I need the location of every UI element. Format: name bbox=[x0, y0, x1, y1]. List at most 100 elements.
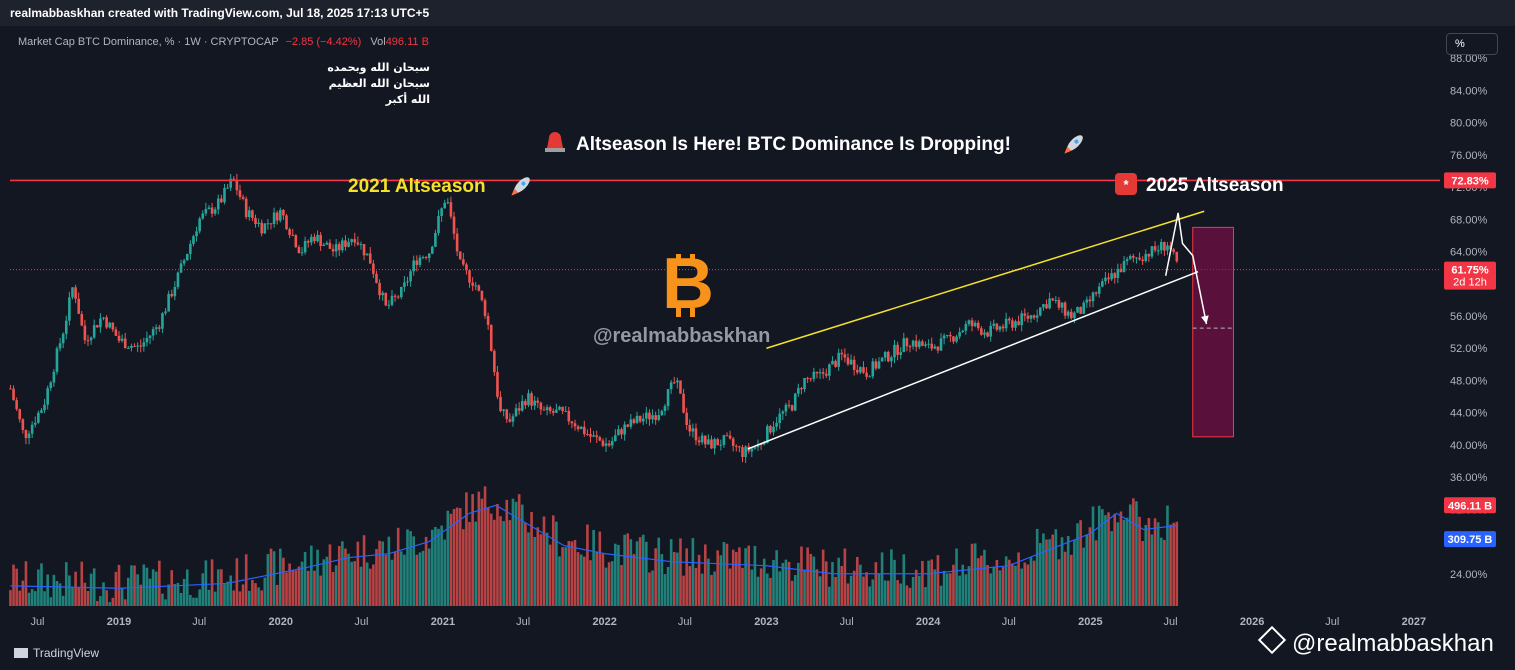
volume-ma-line bbox=[10, 504, 1179, 589]
volume-bar bbox=[158, 560, 161, 606]
volume-bar bbox=[1085, 534, 1089, 606]
volume-bar bbox=[331, 571, 335, 606]
candle bbox=[868, 376, 871, 378]
candle bbox=[862, 367, 865, 373]
candle bbox=[837, 352, 840, 367]
volume-bar bbox=[68, 575, 71, 606]
candle bbox=[1029, 315, 1033, 319]
candle bbox=[310, 236, 313, 243]
candle bbox=[514, 408, 518, 417]
candle bbox=[111, 322, 115, 330]
volume-bar bbox=[899, 583, 903, 606]
candle bbox=[1073, 312, 1076, 319]
volume-bar bbox=[71, 586, 74, 606]
candle bbox=[834, 360, 837, 367]
candle bbox=[992, 323, 996, 326]
volume-bar bbox=[967, 566, 971, 606]
volume-bar bbox=[803, 569, 806, 606]
volume-bar bbox=[865, 572, 868, 606]
volume-bar bbox=[455, 507, 459, 606]
volume-bar bbox=[1169, 524, 1172, 606]
time-tick: Jul bbox=[516, 616, 530, 628]
volume-bar bbox=[998, 570, 1002, 606]
tradingview-logo[interactable]: TradingView bbox=[14, 646, 99, 660]
candle bbox=[182, 260, 186, 264]
volume-bar bbox=[1091, 506, 1095, 606]
volume-bar bbox=[883, 580, 887, 606]
candle bbox=[1172, 249, 1175, 252]
volume-bar bbox=[914, 569, 918, 606]
volume-bar bbox=[263, 577, 267, 606]
candle bbox=[728, 435, 732, 439]
btc-dominance-chart[interactable]: B Altseason Is Here! BTC Dominance Is Dr… bbox=[0, 0, 1515, 640]
candle bbox=[722, 435, 726, 445]
candle bbox=[750, 448, 754, 452]
volume-bar bbox=[192, 597, 195, 606]
volume-bar bbox=[874, 562, 878, 606]
symbol-legend[interactable]: Market Cap BTC Dominance, % · 1W · CRYPT… bbox=[18, 36, 429, 48]
volume-bar bbox=[685, 548, 688, 606]
candle bbox=[120, 338, 124, 341]
volume-bar bbox=[176, 582, 180, 606]
volume-bar bbox=[1063, 551, 1067, 606]
candle bbox=[1042, 304, 1045, 308]
volume-bar bbox=[573, 539, 577, 606]
candle bbox=[1135, 257, 1138, 259]
candle bbox=[1159, 242, 1163, 251]
volume-bar bbox=[583, 556, 586, 606]
volume-bar bbox=[604, 567, 608, 606]
volume-bar bbox=[846, 583, 850, 606]
volume-bar bbox=[762, 558, 766, 606]
volume-bar bbox=[669, 539, 673, 606]
volume-bar bbox=[694, 568, 698, 606]
volume-bar bbox=[133, 565, 136, 606]
candle bbox=[251, 210, 254, 219]
volume-bar bbox=[18, 590, 22, 606]
candle bbox=[886, 351, 890, 362]
volume-bar bbox=[247, 590, 251, 606]
volume-bar bbox=[344, 548, 347, 606]
price-tag-countdown: 2d 12h bbox=[1453, 277, 1487, 289]
volume-bar bbox=[328, 544, 332, 606]
candle bbox=[58, 343, 62, 349]
volume-bar bbox=[465, 492, 468, 606]
candle bbox=[127, 347, 130, 349]
candle bbox=[998, 326, 1002, 330]
candle bbox=[700, 435, 704, 443]
volume-bar bbox=[216, 569, 220, 606]
candle bbox=[973, 322, 977, 327]
candle bbox=[167, 293, 170, 312]
volume-bar bbox=[313, 570, 316, 606]
candle bbox=[843, 354, 847, 358]
volume-bar bbox=[691, 538, 695, 606]
candle bbox=[387, 304, 391, 306]
candle bbox=[564, 410, 567, 412]
volume-bar bbox=[716, 550, 719, 606]
candle bbox=[654, 415, 657, 420]
candle bbox=[530, 393, 533, 406]
volume-bar bbox=[952, 564, 955, 606]
candle bbox=[1082, 302, 1086, 314]
volume-bar bbox=[918, 575, 921, 606]
candle bbox=[970, 320, 974, 327]
volume-bar bbox=[139, 584, 143, 606]
candle bbox=[1163, 242, 1166, 251]
candle bbox=[635, 415, 639, 423]
tradingview-brand: TradingView bbox=[33, 646, 100, 660]
scale-unit-button[interactable]: % bbox=[1446, 33, 1498, 55]
volume-bar bbox=[40, 563, 43, 606]
volume-bar bbox=[173, 583, 177, 606]
candle bbox=[697, 440, 701, 443]
time-tick: 2020 bbox=[269, 616, 293, 628]
candle bbox=[744, 446, 747, 458]
volume-bar bbox=[793, 575, 797, 606]
candle bbox=[964, 324, 968, 331]
volume-bar bbox=[806, 547, 809, 606]
candle bbox=[859, 367, 862, 373]
candle bbox=[189, 243, 192, 254]
volume-bar bbox=[576, 552, 580, 606]
volume-bar bbox=[886, 580, 890, 606]
volume-bar bbox=[114, 571, 118, 606]
candle bbox=[669, 382, 673, 390]
candle bbox=[139, 345, 143, 347]
